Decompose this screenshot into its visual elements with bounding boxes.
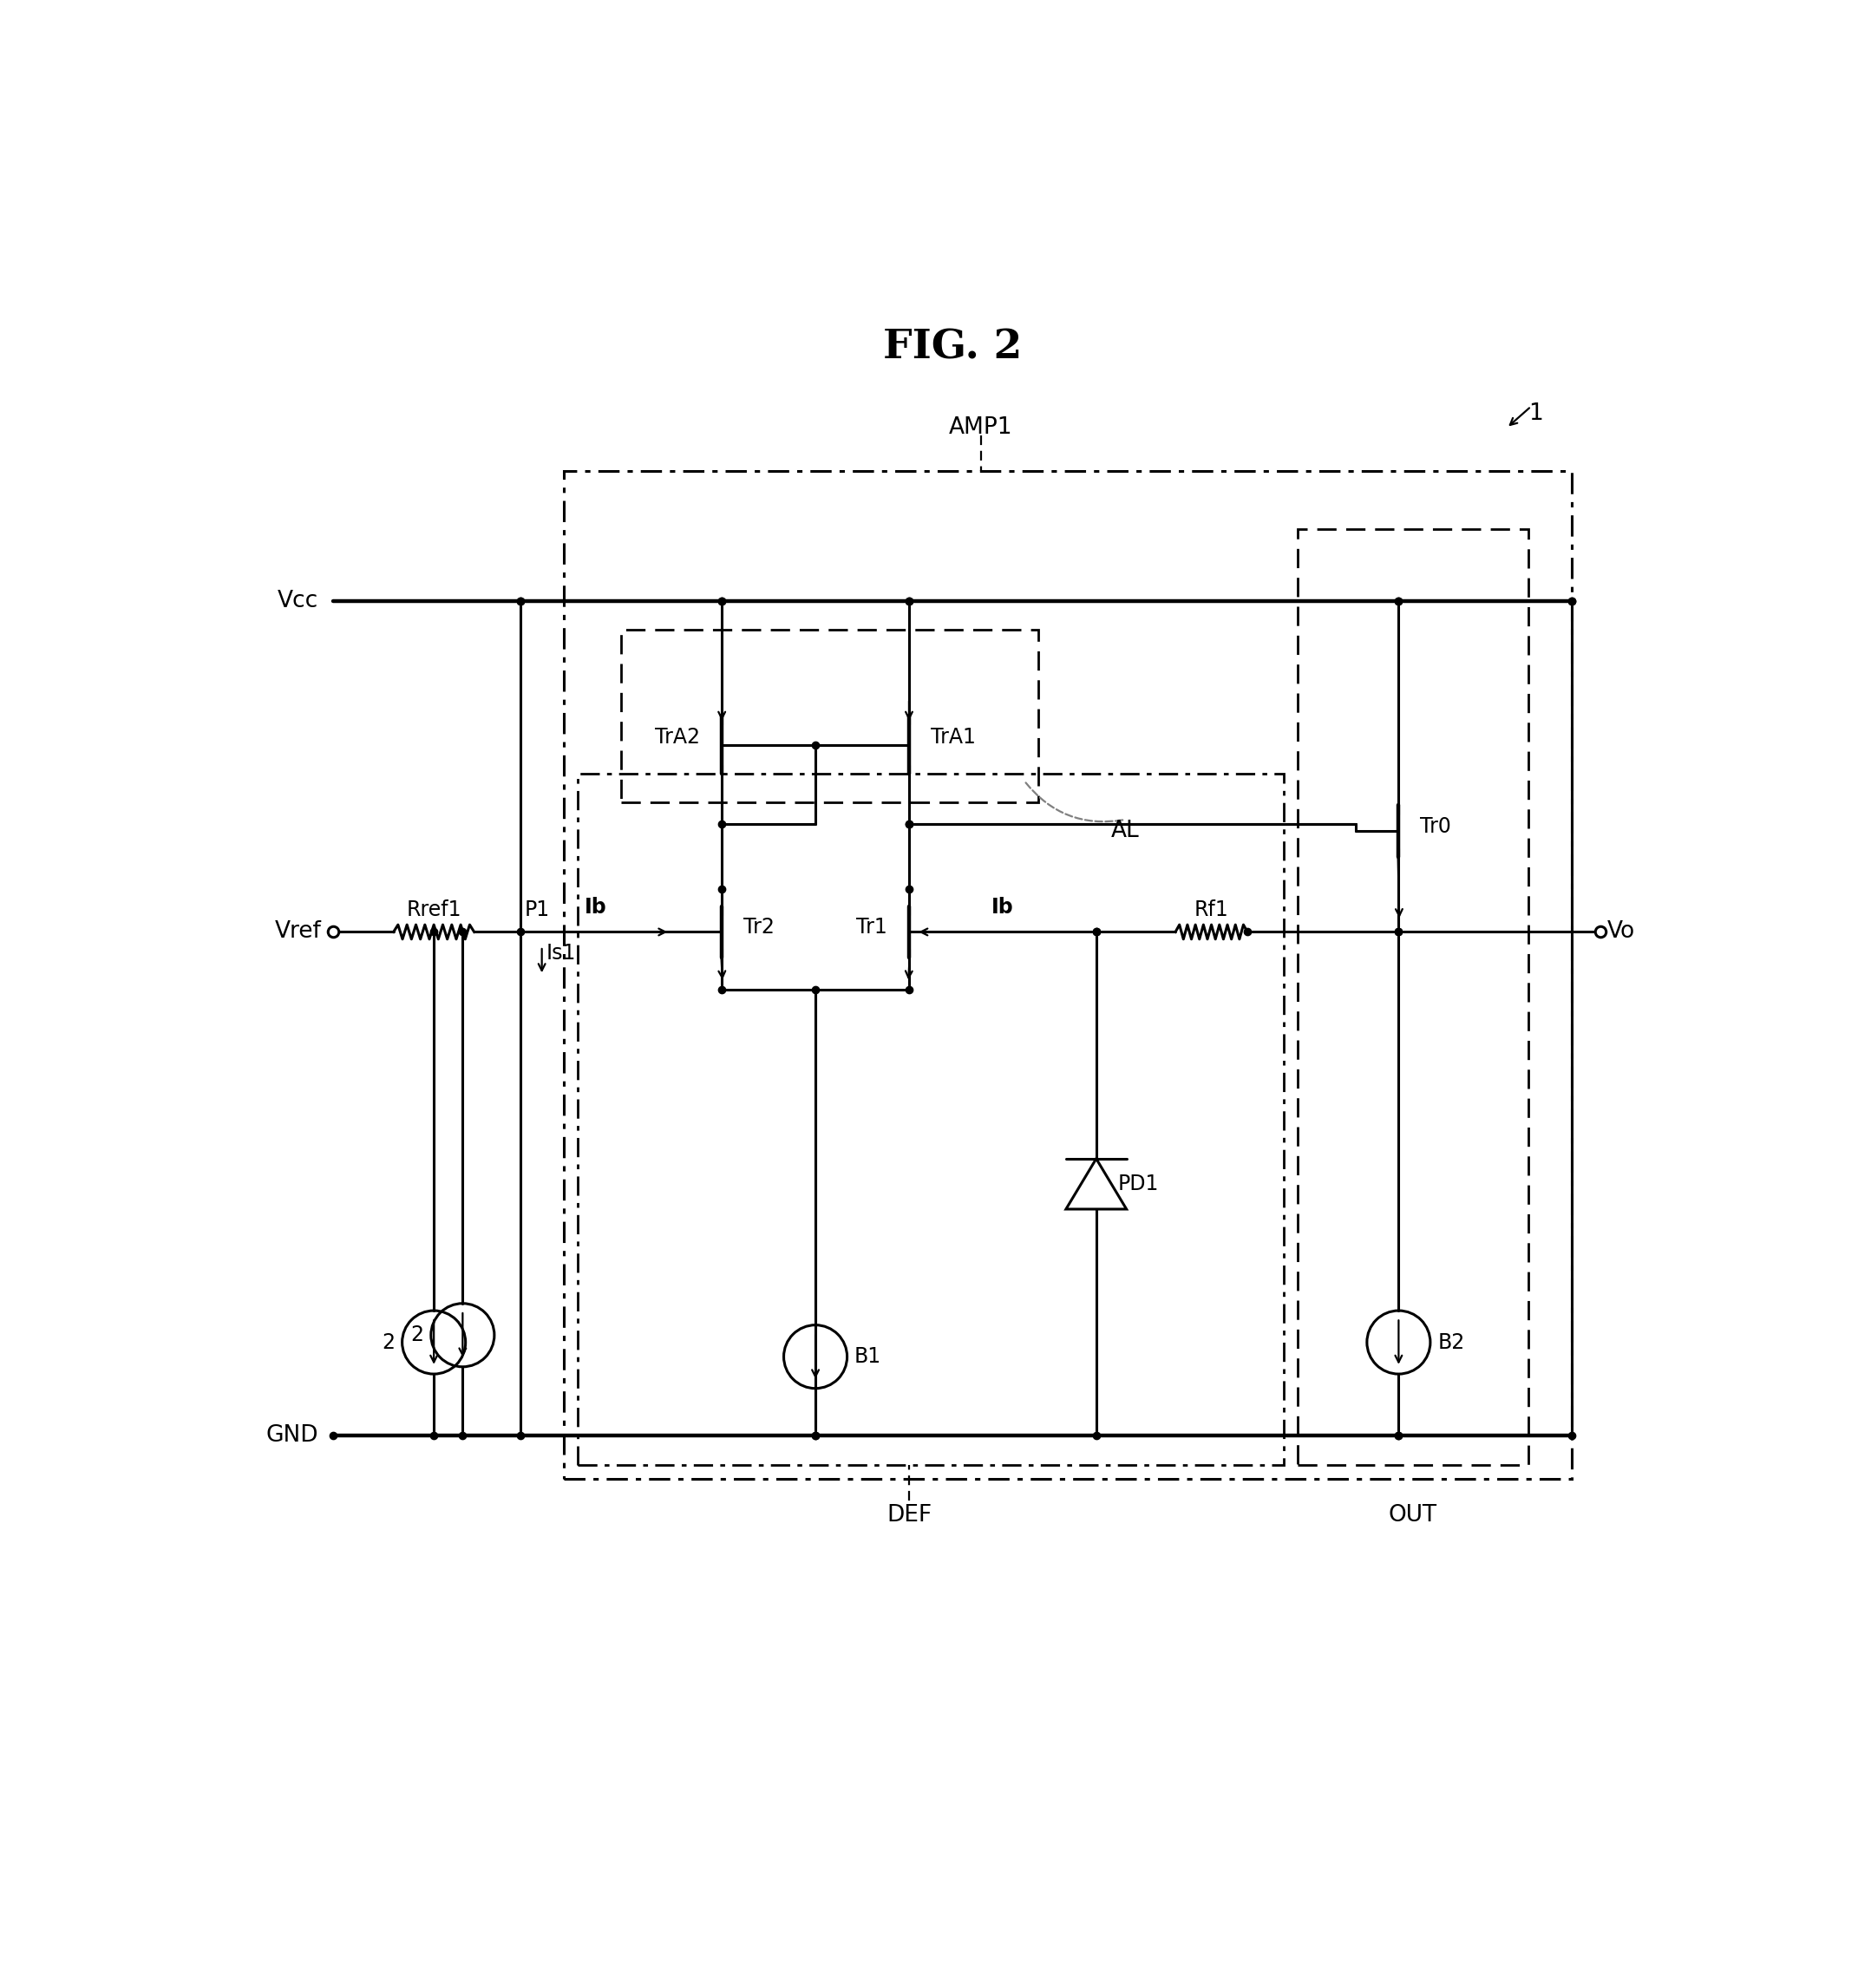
Text: TrA2: TrA2 bbox=[656, 728, 700, 747]
Text: TrA1: TrA1 bbox=[931, 728, 975, 747]
Text: B2: B2 bbox=[1438, 1332, 1464, 1352]
Text: Ib: Ib bbox=[992, 897, 1014, 918]
Text: Is1: Is1 bbox=[546, 942, 576, 964]
Text: PD1: PD1 bbox=[1119, 1173, 1159, 1195]
Text: FIG. 2: FIG. 2 bbox=[883, 328, 1022, 368]
Bar bbox=[578, 773, 1284, 1465]
Text: Rref1: Rref1 bbox=[407, 901, 461, 920]
Text: Vref: Vref bbox=[275, 920, 321, 942]
Text: OUT: OUT bbox=[1388, 1503, 1438, 1527]
Bar bbox=[1299, 529, 1529, 1465]
Text: Vo: Vo bbox=[1607, 920, 1635, 942]
Text: AL: AL bbox=[1111, 819, 1139, 843]
FancyArrowPatch shape bbox=[1026, 783, 1122, 821]
Bar bbox=[563, 471, 1572, 1479]
Text: 2: 2 bbox=[383, 1332, 396, 1352]
Text: Tr2: Tr2 bbox=[743, 916, 775, 938]
Text: DEF: DEF bbox=[886, 1503, 931, 1527]
Text: GND: GND bbox=[266, 1425, 320, 1447]
Text: 2: 2 bbox=[411, 1324, 424, 1346]
Text: 1: 1 bbox=[1529, 402, 1542, 425]
Text: Ib: Ib bbox=[585, 897, 608, 918]
Text: Tr1: Tr1 bbox=[857, 916, 888, 938]
Bar bbox=[621, 630, 1039, 803]
Text: P1: P1 bbox=[524, 901, 550, 920]
Text: Tr0: Tr0 bbox=[1420, 817, 1451, 837]
Text: Vcc: Vcc bbox=[277, 590, 320, 612]
Text: Rf1: Rf1 bbox=[1195, 901, 1228, 920]
Text: B1: B1 bbox=[855, 1346, 881, 1368]
Text: AMP1: AMP1 bbox=[949, 417, 1013, 439]
